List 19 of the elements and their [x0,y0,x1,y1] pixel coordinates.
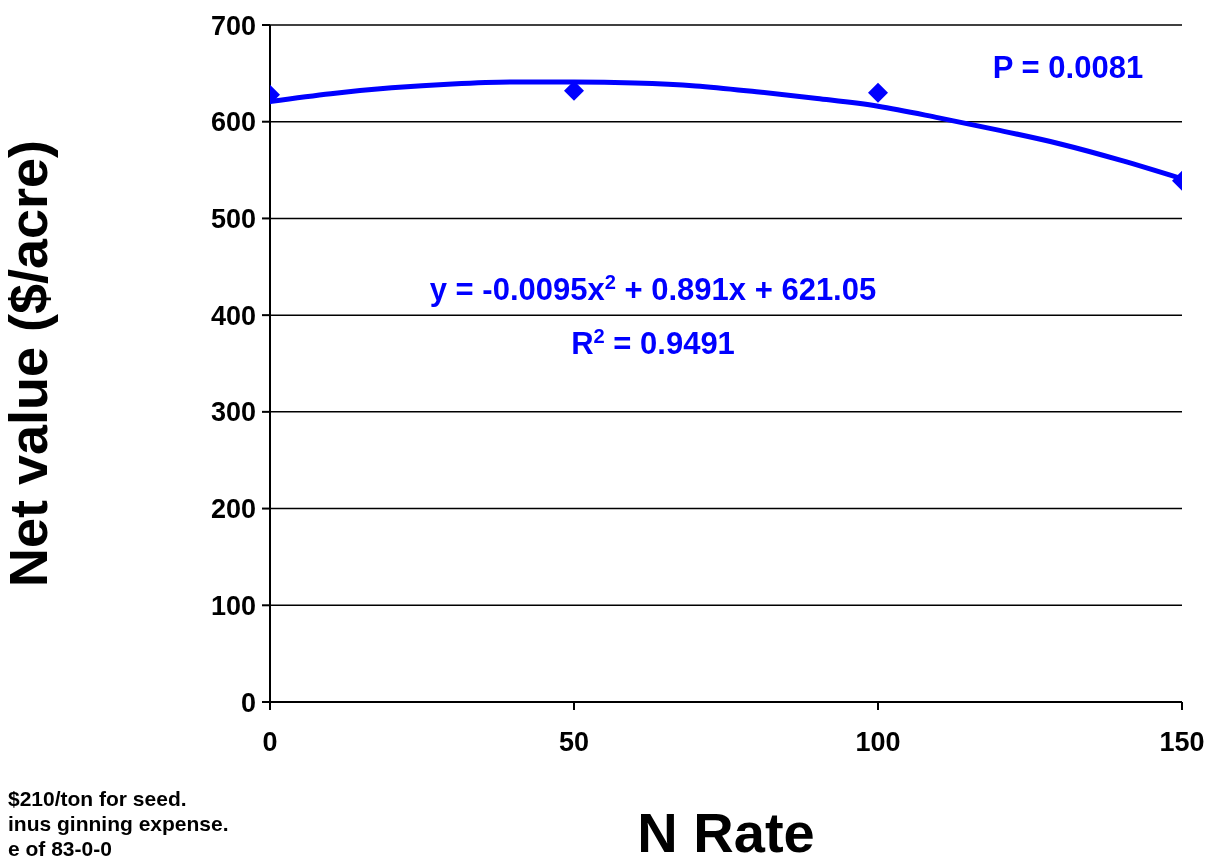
y-tick-label: 600 [210,107,256,138]
x-axis-title: N Rate [637,801,815,864]
text: inus ginning expense. [8,812,229,835]
annotation: P = 0.0081 [992,50,1144,85]
x-tick-label: 150 [1159,727,1205,758]
annotation: R$^{2}$ = 0.9491 [571,325,735,361]
y-tick-label: 300 [210,397,256,428]
annotation: y = -0.0095x$^{2}$ + 0.891x + 621.05 [429,271,877,307]
y-tick-label: 100 [210,590,256,621]
y-tick-label: 500 [210,204,256,235]
y-tick-label: 700 [210,10,256,41]
x-tick-label: 50 [558,727,590,758]
x-tick-label: 100 [855,727,901,758]
y-tick-label: 200 [210,494,256,525]
text: $210/ton for seed. [8,787,187,810]
x-tick-label: 0 [262,727,278,758]
y-tick-label: 0 [240,687,256,718]
y-tick-label: 400 [210,300,256,331]
text: e of 83-0-0 [8,837,112,860]
